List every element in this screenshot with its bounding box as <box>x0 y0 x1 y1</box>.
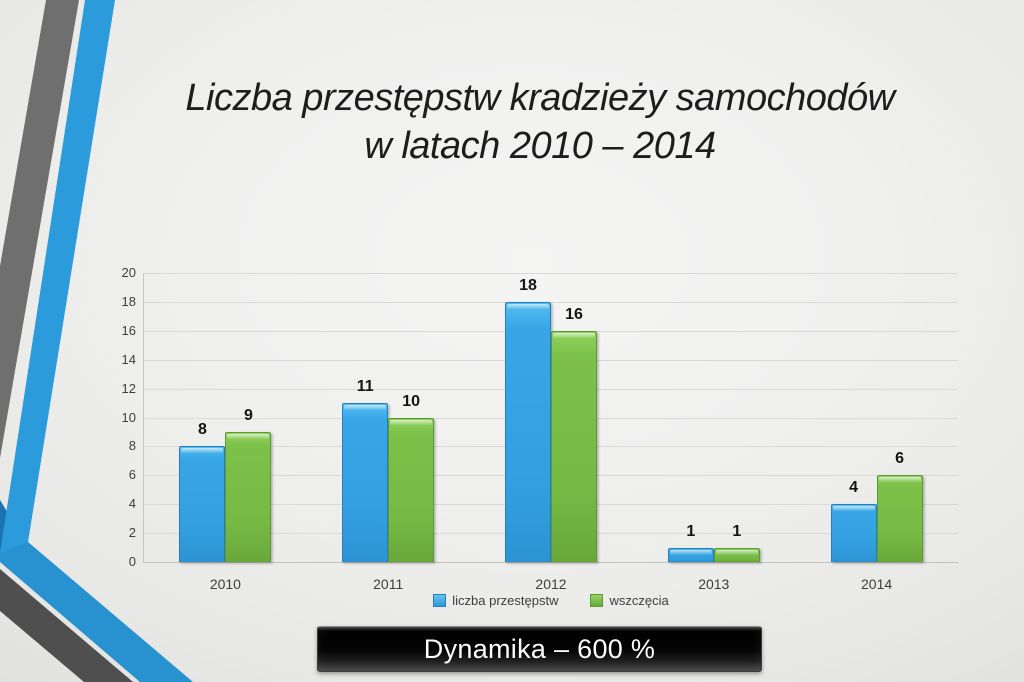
x-axis-category-label: 2013 <box>698 576 730 592</box>
bar-chart: 0 2 4 6 8 10 12 14 16 18 20 8 9 2010 11 10 2011 18 16 2012 1… <box>122 265 958 608</box>
bar-value-label: 10 <box>402 392 421 410</box>
bar-2012-series0 <box>504 301 551 562</box>
blue-stripe-fold-shadow <box>0 500 26 556</box>
chart-category: 8 9 2010 <box>144 273 307 592</box>
y-axis-tick-label: 6 <box>128 467 136 483</box>
slide-title: Liczba przestępstw kradzieży samochodów … <box>96 74 984 170</box>
y-axis-tick-label: 4 <box>128 496 136 512</box>
slide-title-line2: w latach 2010 – 2014 <box>364 125 716 167</box>
slide-title-line1: Liczba przestępstw kradzieży samochodów <box>185 77 895 119</box>
y-axis-tick-label: 18 <box>121 293 136 309</box>
dynamics-banner: Dynamika – 600 % <box>317 626 762 672</box>
x-axis-category-label: 2010 <box>209 576 241 592</box>
x-axis-category-label: 2011 <box>373 576 404 592</box>
bar-value-label: 1 <box>732 522 742 540</box>
bar-value-label: 11 <box>356 378 374 396</box>
bar-value-label: 8 <box>197 421 207 439</box>
legend-label: wszczęcia <box>609 593 669 608</box>
bar-2011-series1 <box>388 417 435 562</box>
chart-gridline <box>144 301 958 303</box>
bar-value-label: 1 <box>686 522 696 540</box>
chart-category: 18 16 2012 <box>470 273 633 592</box>
bar-2011-series0 <box>342 403 389 562</box>
gray-stripe-upper <box>0 0 79 458</box>
chart-category: 1 1 2013 <box>632 273 795 592</box>
bar-value-label: 4 <box>849 479 859 497</box>
y-axis-tick-label: 16 <box>121 322 136 338</box>
legend-item: wszczęcia <box>590 593 669 608</box>
bar-2010-series0 <box>179 446 226 562</box>
y-axis-tick-label: 12 <box>121 380 136 396</box>
y-axis-tick-label: 14 <box>121 351 136 367</box>
x-axis-category-label: 2012 <box>535 576 567 592</box>
bar-value-label: 16 <box>565 305 583 323</box>
chart-legend: liczba przestępstw wszczęcia <box>144 593 958 608</box>
bar-value-label: 9 <box>243 406 253 424</box>
bar-2013-series1 <box>713 547 760 562</box>
dynamics-banner-text: Dynamika – 600 % <box>423 633 656 664</box>
y-axis-tick-label: 2 <box>128 525 136 541</box>
legend-label: liczba przestępstw <box>452 593 559 608</box>
bar-value-label: 18 <box>519 276 537 294</box>
legend-swatch <box>590 594 604 607</box>
y-axis-tick-label: 8 <box>128 438 136 454</box>
bar-2014-series1 <box>876 475 923 562</box>
chart-category: 11 10 2011 <box>307 273 470 592</box>
y-axis-tick-label: 0 <box>128 554 136 569</box>
bar-value-label: 6 <box>895 450 905 468</box>
bar-2013-series0 <box>667 547 714 562</box>
x-axis-category-label: 2014 <box>861 576 893 592</box>
bar-2012-series1 <box>550 330 597 562</box>
y-axis-tick-label: 10 <box>121 409 136 425</box>
y-axis-tick-label: 20 <box>121 265 136 280</box>
bar-2014-series0 <box>830 504 877 562</box>
chart-gridline <box>144 273 958 274</box>
chart-category: 4 6 2014 <box>795 273 958 592</box>
bar-2010-series1 <box>225 431 272 562</box>
legend-swatch <box>433 594 447 607</box>
gray-stripe-lower <box>0 569 133 682</box>
legend-item: liczba przestępstw <box>433 593 558 608</box>
